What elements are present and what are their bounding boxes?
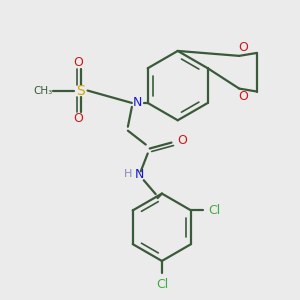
- Text: O: O: [177, 134, 187, 147]
- Text: S: S: [76, 84, 85, 98]
- Text: N: N: [133, 96, 142, 110]
- Text: CH₃: CH₃: [33, 85, 52, 96]
- Text: O: O: [74, 112, 84, 125]
- Text: Cl: Cl: [209, 204, 221, 217]
- Text: O: O: [238, 90, 248, 103]
- Text: O: O: [74, 56, 84, 69]
- Text: N: N: [135, 168, 145, 181]
- Text: H: H: [124, 169, 132, 179]
- Text: Cl: Cl: [156, 278, 168, 291]
- Text: O: O: [238, 41, 248, 55]
